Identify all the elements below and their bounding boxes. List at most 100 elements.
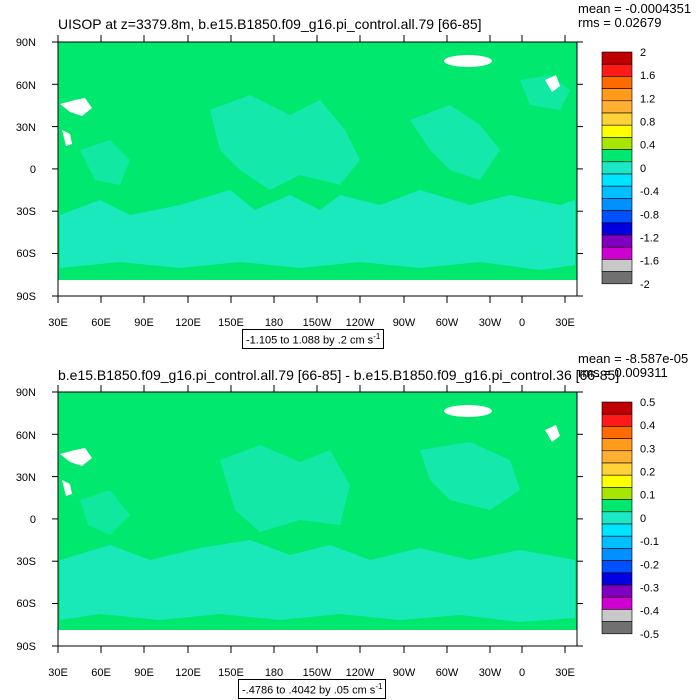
colorbar-swatch	[601, 234, 633, 248]
colorbar: 2 1.6 1.2 0.8 0.4 0 -0.4 -0.8 -1.2 -1.6 -2	[601, 47, 659, 291]
lon-label-30e-right: 30E	[555, 317, 575, 329]
lat-label-60s: 60S	[16, 248, 36, 260]
colorbar-swatch	[601, 596, 633, 610]
panel-top: UISOP at z=3379.8m, b.e15.B1850.f09_g16.…	[16, 1, 692, 349]
colorbar-swatch	[601, 185, 633, 199]
colorbar-swatch	[601, 173, 633, 187]
colorbar-label: -1.2	[640, 232, 659, 244]
lon-label-180: 180	[265, 667, 283, 679]
lon-label-120e: 120E	[175, 317, 201, 329]
colorbar-label: 2	[640, 47, 646, 59]
colorbar-swatch	[601, 198, 633, 211]
lon-label-120e: 120E	[175, 667, 201, 679]
contour-range-label: -1.105 to 1.088 by .2 cm s-1	[242, 329, 385, 349]
lat-label-0: 0	[30, 514, 36, 526]
lon-label-30w: 30W	[479, 667, 502, 679]
stats-mean: mean = -0.0004351	[578, 1, 692, 16]
colorbar-label: -0.3	[640, 582, 659, 594]
lon-label-180: 180	[265, 317, 283, 329]
colorbar-label: -0.4	[640, 186, 659, 198]
colorbar-swatch	[601, 572, 633, 586]
lon-label-30e-left: 30E	[48, 317, 68, 329]
lon-label-60w: 60W	[436, 317, 459, 329]
lat-label-0: 0	[30, 164, 36, 176]
colorbar-swatch	[601, 438, 633, 452]
colorbar-swatch	[601, 584, 633, 598]
colorbar-label: 0.5	[640, 397, 655, 409]
lat-label-30n: 30N	[16, 122, 36, 134]
colorbar-label: 0.4	[640, 420, 655, 432]
lat-label-90n: 90N	[16, 37, 36, 49]
colorbar-swatch	[601, 222, 633, 236]
lon-axis: 30E 60E 90E 120E 150E 180 150W 120W 90W …	[48, 667, 575, 679]
colorbar-swatch	[601, 124, 633, 138]
colorbar-swatch	[601, 450, 633, 464]
colorbar-swatch	[601, 511, 633, 525]
colorbar-swatch	[601, 51, 633, 65]
range-superscript: -1	[373, 332, 381, 341]
lon-label-150w: 150W	[303, 667, 332, 679]
colorbar-label: -0.4	[640, 606, 659, 618]
panel-title: UISOP at z=3379.8m, b.e15.B1850.f09_g16.…	[58, 16, 482, 32]
colorbar-swatch	[601, 149, 633, 163]
colorbar-swatch	[601, 210, 633, 224]
colorbar-swatch	[601, 413, 633, 427]
range-text: -1.105 to 1.088 by .2 cm s	[246, 334, 374, 347]
map-plot: 90N 60N 30N 0 30S 60S 90S 30E 60E 90E 12…	[16, 35, 659, 329]
lon-label-90w: 90W	[393, 317, 416, 329]
lon-label-150e: 150E	[218, 317, 244, 329]
lat-label-30s: 30S	[16, 206, 36, 218]
lon-label-60e: 60E	[91, 667, 111, 679]
colorbar-label: 0.3	[640, 443, 655, 455]
colorbar-label: 0.1	[640, 490, 655, 502]
colorbar-label: 0.8	[640, 117, 655, 129]
lon-label-60w: 60W	[436, 667, 459, 679]
colorbar-swatch	[601, 137, 633, 150]
colorbar-label: 1.2	[640, 93, 655, 105]
colorbar-swatch	[601, 246, 633, 260]
colorbar-swatch	[601, 161, 633, 175]
stats-rms: rms = 0.02679	[578, 15, 662, 30]
colorbar-swatch	[601, 621, 633, 635]
colorbar-label: -0.8	[640, 209, 659, 221]
lon-label-30w: 30W	[479, 317, 502, 329]
colorbar-swatch	[601, 523, 633, 537]
lon-label-120w: 120W	[346, 317, 375, 329]
lat-label-30s: 30S	[16, 556, 36, 568]
colorbar-label: -0.1	[640, 536, 659, 548]
colorbar-label: 0	[640, 513, 646, 525]
lat-label-60n: 60N	[16, 80, 36, 92]
colorbar-swatch	[601, 63, 633, 77]
colorbar: 0.5 0.4 0.3 0.2 0.1 0 -0.1 -0.2 -0.3 -0.4 -0.5	[601, 397, 659, 641]
colorbar-swatch	[601, 474, 633, 488]
panel-bottom: b.e15.B1850.f09_g16.pi_control.all.79 [6…	[0, 350, 700, 700]
colorbar-swatch	[601, 259, 633, 272]
lat-label-30n: 30N	[16, 472, 36, 484]
colorbar-swatch	[601, 462, 633, 476]
colorbar-swatch	[601, 560, 633, 574]
lat-label-60s: 60S	[16, 598, 36, 610]
lon-label-0: 0	[519, 317, 525, 329]
lat-label-90n: 90N	[16, 387, 36, 399]
range-superscript: -1	[375, 682, 383, 691]
stats-block: mean = -8.587e-05 rms = 0.009311	[578, 352, 688, 380]
map-plot: 90N 60N 30N 0 30S 60S 90S 30E 60E 90E 12…	[16, 385, 659, 679]
map-field	[57, 391, 578, 647]
map-field	[57, 41, 578, 297]
lat-axis: 90N 60N 30N 0 30S 60S 90S	[16, 37, 36, 303]
lat-axis: 90N 60N 30N 0 30S 60S 90S	[16, 387, 36, 653]
lat-label-90s: 90S	[16, 291, 36, 303]
colorbar-swatch	[601, 88, 633, 102]
lon-label-0: 0	[519, 667, 525, 679]
colorbar-label: -1.6	[640, 256, 659, 268]
colorbar-label: -0.2	[640, 559, 659, 571]
stats-rms: rms = 0.009311	[578, 365, 668, 380]
lon-label-150w: 150W	[303, 317, 332, 329]
range-text: -.4786 to .4042 by .05 cm s	[242, 684, 376, 697]
colorbar-label: 0	[640, 163, 646, 175]
colorbar-swatch	[601, 426, 633, 439]
lon-label-120w: 120W	[346, 667, 375, 679]
colorbar-label: -0.5	[640, 629, 659, 641]
colorbar-swatch	[601, 76, 633, 89]
colorbar-swatch	[601, 548, 633, 561]
